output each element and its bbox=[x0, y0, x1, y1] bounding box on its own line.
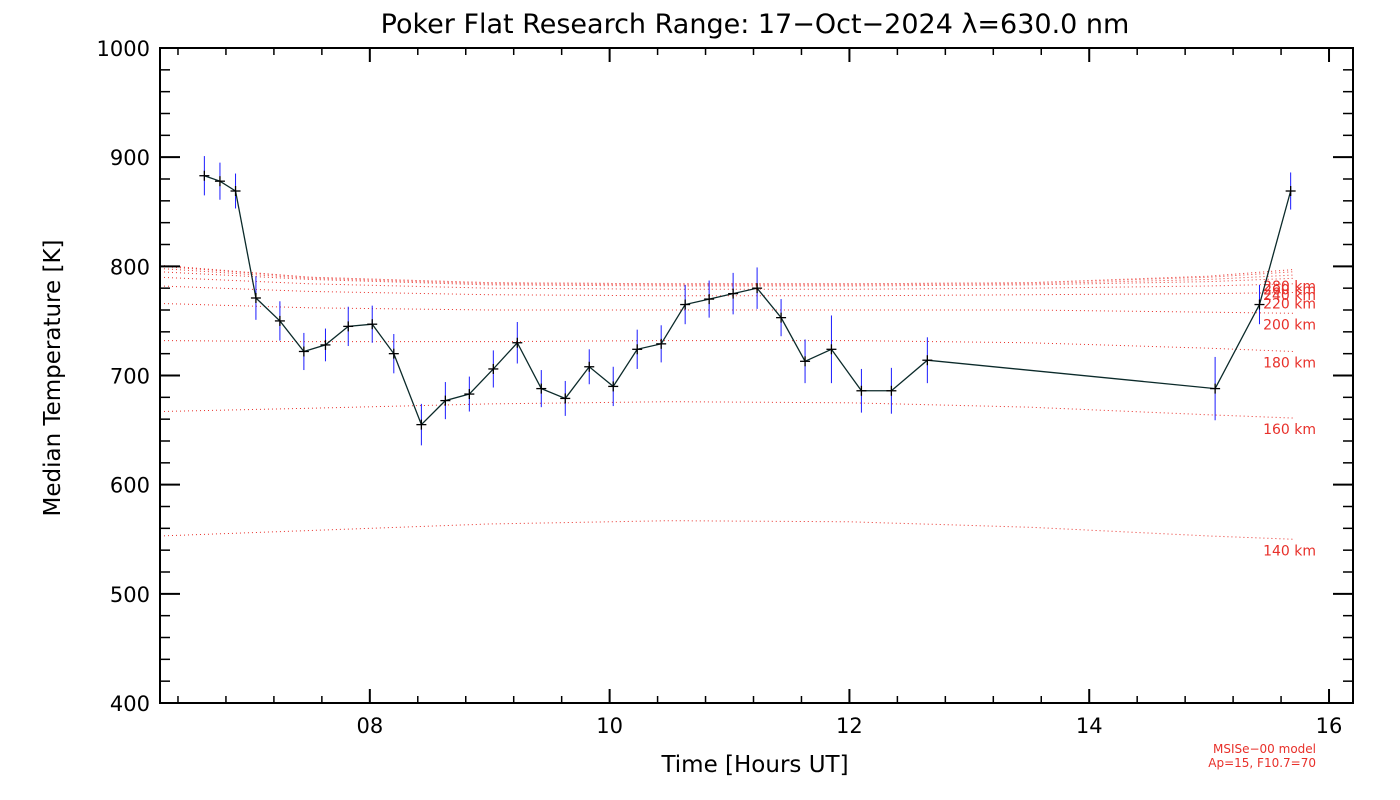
axis-ticks: 08 10 12 14 16 400 500 600 700 800 900 1000 bbox=[97, 37, 1353, 738]
temperature-series-line bbox=[204, 175, 1292, 426]
model-note-name: MSISe−00 model bbox=[1213, 742, 1316, 756]
model-curve-label: 260 km bbox=[1263, 282, 1316, 298]
model-curve-label: 280 km bbox=[1263, 279, 1316, 295]
model-curve bbox=[159, 401, 1294, 419]
data-series bbox=[199, 156, 1296, 446]
data-point bbox=[536, 383, 547, 394]
y-tick-label: 500 bbox=[110, 583, 150, 607]
data-point bbox=[856, 385, 867, 396]
data-point bbox=[1254, 299, 1265, 310]
data-point bbox=[680, 299, 691, 310]
x-axis-label: Time [Hours UT] bbox=[660, 752, 848, 778]
data-point bbox=[388, 348, 399, 359]
data-point bbox=[250, 292, 261, 303]
data-point bbox=[584, 361, 595, 372]
y-tick-label: 900 bbox=[110, 146, 150, 170]
data-point bbox=[922, 355, 933, 366]
x-tick-label: 12 bbox=[836, 714, 863, 738]
data-point bbox=[214, 176, 225, 187]
model-curve bbox=[159, 340, 1294, 352]
x-tick-label: 16 bbox=[1316, 714, 1343, 738]
y-axis-label: Median Temperature [K] bbox=[40, 240, 66, 517]
data-point bbox=[826, 344, 837, 355]
model-curve bbox=[159, 268, 1294, 286]
y-tick-label: 400 bbox=[110, 692, 150, 716]
model-curve-label: 160 km bbox=[1263, 422, 1316, 438]
model-curve-label: 220 km bbox=[1263, 297, 1316, 313]
model-curve bbox=[159, 285, 1294, 297]
data-point bbox=[488, 363, 499, 374]
data-point bbox=[632, 344, 643, 355]
y-tick-label: 600 bbox=[110, 474, 150, 498]
model-curve bbox=[159, 520, 1294, 540]
y-tick-label: 700 bbox=[110, 365, 150, 389]
y-tick-label: 800 bbox=[110, 255, 150, 279]
data-point bbox=[367, 319, 378, 330]
data-point bbox=[1210, 383, 1221, 394]
data-point bbox=[560, 393, 571, 404]
model-curve-label: 180 km bbox=[1263, 355, 1316, 371]
model-curve bbox=[159, 265, 1294, 285]
data-point bbox=[320, 339, 331, 350]
model-curve bbox=[159, 264, 1294, 285]
y-tick-label: 1000 bbox=[97, 37, 150, 61]
model-curve bbox=[159, 276, 1294, 290]
model-note-params: Ap=15, F10.7=70 bbox=[1208, 756, 1316, 770]
data-point bbox=[800, 356, 811, 367]
data-point bbox=[608, 381, 619, 392]
chart-title: Poker Flat Research Range: 17−Oct−2024 λ… bbox=[381, 9, 1130, 40]
data-point bbox=[440, 395, 451, 406]
data-point bbox=[656, 338, 667, 349]
model-curve-label: 140 km bbox=[1263, 543, 1316, 559]
data-point bbox=[343, 321, 354, 332]
data-point bbox=[464, 389, 475, 400]
data-point bbox=[298, 346, 309, 357]
model-curve bbox=[159, 271, 1294, 287]
data-point bbox=[728, 288, 739, 299]
model-curve-label: 200 km bbox=[1263, 317, 1316, 333]
data-point bbox=[776, 312, 787, 323]
data-point bbox=[199, 170, 210, 181]
model-curve-label: 240 km bbox=[1263, 288, 1316, 304]
model-curve bbox=[159, 302, 1294, 314]
data-point bbox=[1285, 186, 1296, 197]
data-point bbox=[886, 385, 897, 396]
x-tick-label: 10 bbox=[596, 714, 623, 738]
plot-frame bbox=[159, 47, 1354, 704]
data-point bbox=[416, 419, 427, 430]
x-tick-label: 08 bbox=[356, 714, 383, 738]
x-tick-label: 14 bbox=[1076, 714, 1103, 738]
data-point bbox=[752, 283, 763, 294]
data-point bbox=[274, 315, 285, 326]
data-point bbox=[512, 337, 523, 348]
data-point bbox=[704, 294, 715, 305]
data-point bbox=[230, 186, 241, 197]
